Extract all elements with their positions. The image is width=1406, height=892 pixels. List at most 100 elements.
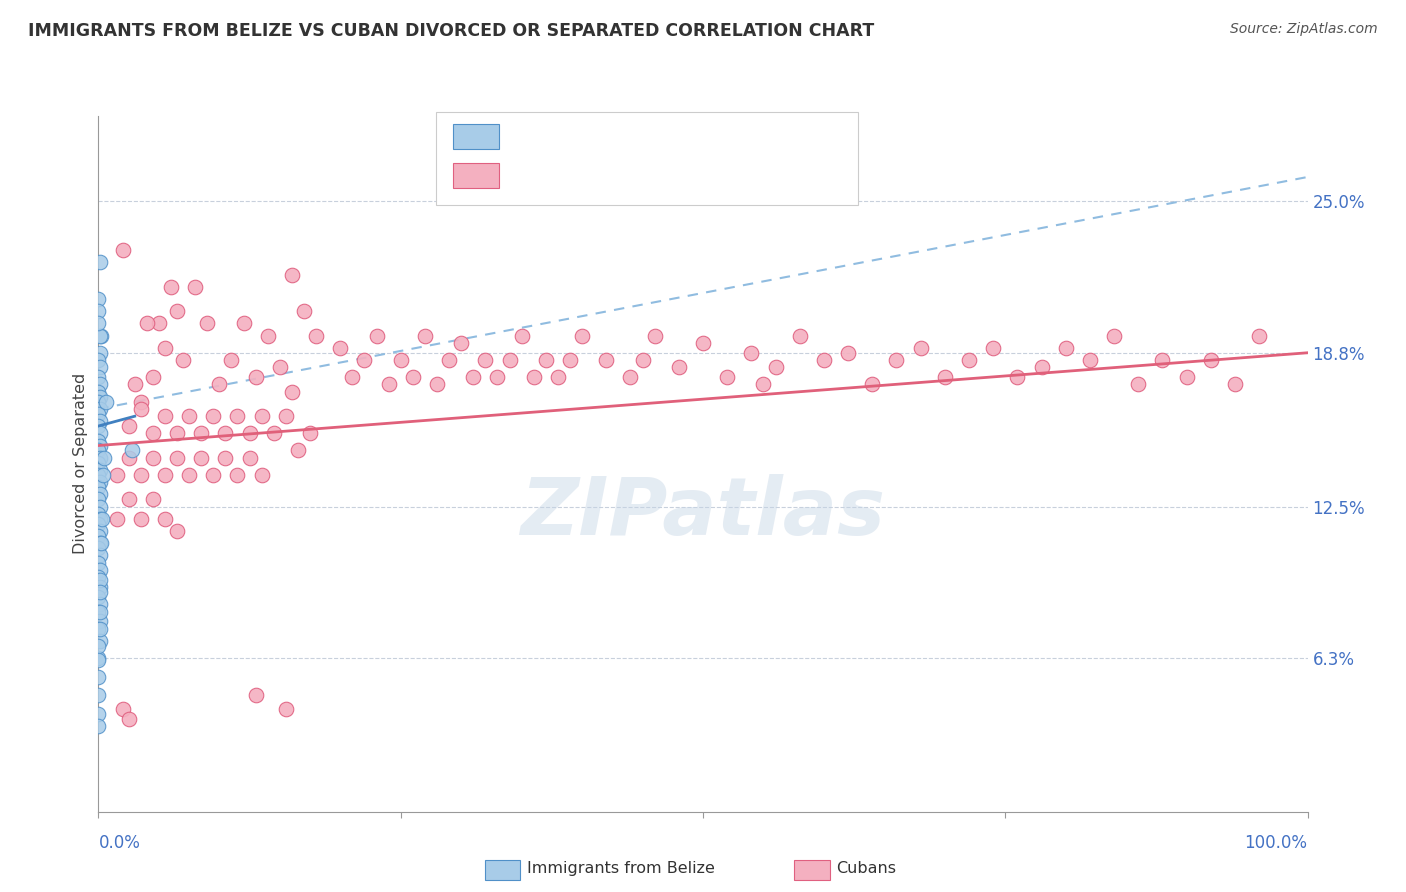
Point (886, 353, 908, 368)
Text: R = 0.060   N =  67: R = 0.060 N = 67 (513, 127, 711, 146)
Point (87, 570, 110, 584)
Point (523, 370, 546, 384)
Point (571, 328, 593, 343)
Point (87, 653, 110, 667)
Point (87, 407, 110, 421)
Point (190, 426, 212, 441)
Point (89, 426, 111, 441)
Point (87, 670, 110, 684)
Point (87, 639, 110, 653)
Point (87, 434, 110, 448)
Point (90, 536, 112, 550)
Point (89, 463, 111, 477)
Point (87, 419, 110, 434)
Point (740, 345, 762, 359)
Point (87, 541, 110, 555)
Point (813, 353, 835, 368)
Point (305, 328, 328, 343)
Point (87, 443, 110, 458)
Point (89, 622, 111, 636)
Point (172, 353, 194, 368)
Point (534, 353, 557, 368)
Point (87, 707, 110, 722)
Point (105, 467, 128, 482)
Point (292, 304, 315, 318)
Point (166, 450, 188, 465)
Text: Immigrants from Belize: Immigrants from Belize (527, 862, 716, 876)
Point (153, 341, 176, 355)
Point (105, 512, 128, 526)
Point (153, 467, 176, 482)
Point (129, 467, 152, 482)
Point (274, 409, 297, 424)
Point (1199, 353, 1222, 368)
Point (1223, 377, 1246, 392)
Point (631, 353, 654, 368)
Point (179, 467, 201, 482)
Point (87, 353, 110, 368)
Point (87, 590, 110, 604)
Point (87, 467, 110, 482)
Point (118, 492, 141, 507)
Point (510, 328, 533, 343)
Point (153, 512, 176, 526)
Point (142, 370, 165, 384)
Point (166, 304, 188, 318)
Point (87, 456, 110, 470)
Point (287, 443, 309, 458)
Point (89, 573, 111, 587)
Point (910, 341, 932, 355)
Point (87, 292, 110, 306)
Point (89, 524, 111, 538)
Point (644, 328, 666, 343)
Point (765, 360, 787, 375)
Point (377, 377, 399, 392)
Point (89, 414, 111, 428)
Point (91, 512, 114, 526)
Point (89, 401, 111, 416)
Point (87, 394, 110, 409)
Point (269, 360, 291, 375)
Point (1031, 360, 1053, 375)
Point (329, 341, 352, 355)
Text: ZIPatlas: ZIPatlas (520, 474, 886, 551)
Point (547, 370, 569, 384)
Point (89, 512, 111, 526)
Point (366, 328, 388, 343)
Point (160, 280, 183, 294)
Point (121, 443, 143, 458)
Point (245, 370, 267, 384)
Point (232, 317, 254, 331)
Point (142, 450, 165, 465)
Point (202, 409, 225, 424)
Point (558, 353, 581, 368)
Point (111, 244, 134, 258)
Point (87, 384, 110, 399)
Point (402, 370, 425, 384)
Point (1175, 370, 1198, 384)
Point (142, 492, 165, 507)
Point (1007, 370, 1029, 384)
Text: Source: ZipAtlas.com: Source: ZipAtlas.com (1230, 22, 1378, 37)
Point (87, 651, 110, 665)
Point (226, 467, 249, 482)
Point (89, 580, 111, 594)
Point (89, 605, 111, 619)
Point (87, 317, 110, 331)
Point (208, 377, 231, 392)
Point (87, 370, 110, 384)
Point (87, 480, 110, 494)
Point (463, 370, 485, 384)
Point (752, 377, 775, 392)
Point (118, 450, 141, 465)
Point (214, 450, 236, 465)
Point (87, 529, 110, 543)
Point (619, 370, 641, 384)
Point (1249, 328, 1271, 343)
Point (135, 317, 157, 331)
Point (837, 345, 859, 359)
Point (89, 475, 111, 490)
Point (934, 370, 956, 384)
Point (190, 450, 212, 465)
Point (281, 384, 304, 399)
